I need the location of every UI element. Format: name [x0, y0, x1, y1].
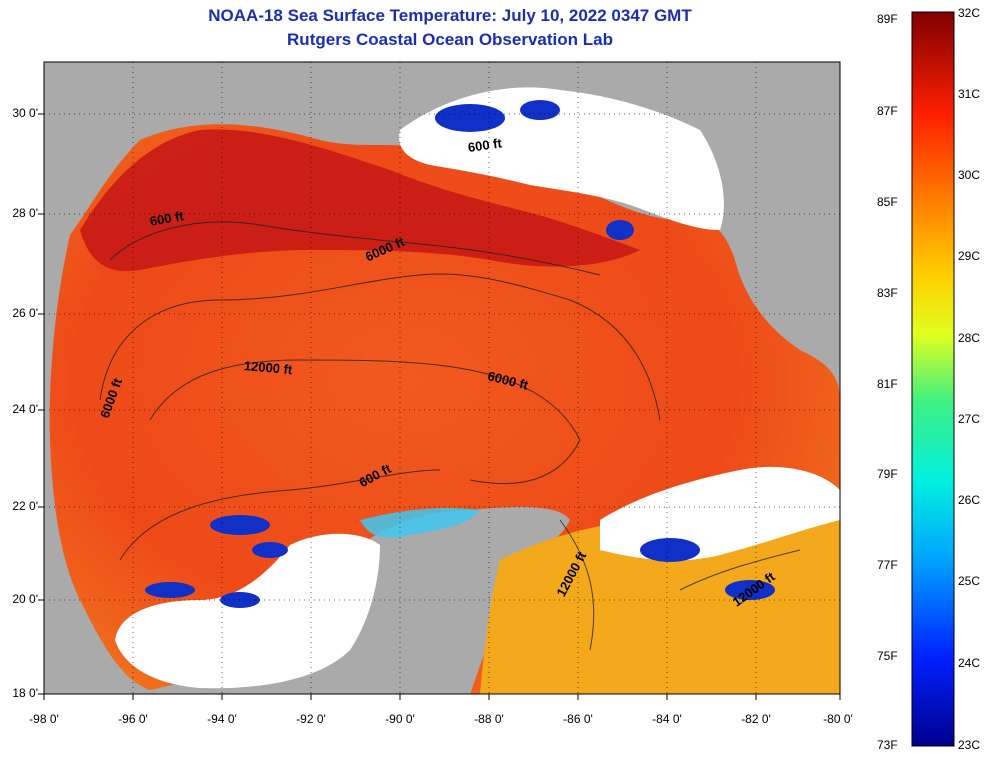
- upwelling-zone: [360, 508, 480, 538]
- colorbar-f-label: 73F: [877, 738, 898, 752]
- cuba-clouds: [600, 466, 840, 561]
- florida: [690, 62, 840, 360]
- colorbar-f-label: 85F: [877, 195, 898, 209]
- lon-label: -98 0': [29, 712, 59, 726]
- colorbar-f-label: 79F: [877, 467, 898, 481]
- colorbar-c-label: 25C: [958, 574, 981, 588]
- lat-label: 28 0': [12, 206, 38, 220]
- lat-label: 18 0': [12, 686, 38, 700]
- lon-label: -88 0': [474, 712, 504, 726]
- colorbar-c-label: 24C: [958, 656, 981, 670]
- colorbar-c-label: 27C: [958, 412, 981, 426]
- colorbar-c-label: 28C: [958, 331, 981, 345]
- lon-label: -92 0': [296, 712, 326, 726]
- lon-label: -86 0': [563, 712, 593, 726]
- colorbar-c-label: 31C: [958, 87, 981, 101]
- lat-label: 24 0': [12, 402, 38, 416]
- lon-label: -90 0': [385, 712, 415, 726]
- colorbar-f-label: 89F: [877, 12, 898, 26]
- map-subtitle: Rutgers Coastal Ocean Observation Lab: [287, 30, 613, 49]
- colorbar-f-label: 75F: [877, 649, 898, 663]
- colorbar-c-label: 23C: [958, 738, 981, 752]
- caribbean-water: [480, 517, 840, 694]
- colorbar-c-label: 26C: [958, 493, 981, 507]
- lat-label: 26 0': [12, 306, 38, 320]
- colorbar-c-label: 30C: [958, 168, 981, 182]
- colorbar-f-label: 77F: [877, 558, 898, 572]
- colorbar-c-label: 29C: [958, 249, 981, 263]
- colorbar-f-label: 83F: [877, 286, 898, 300]
- bathymetry-contours: [99, 221, 801, 651]
- yucatan-clouds: [115, 533, 380, 689]
- axis-ticks: [38, 113, 841, 700]
- colorbar-c-label: 32C: [958, 6, 981, 20]
- lon-label: -94 0': [207, 712, 237, 726]
- lon-label: -82 0': [741, 712, 771, 726]
- lat-label: 20 0': [12, 592, 38, 606]
- lon-label: -80 0': [823, 712, 853, 726]
- colorbar-f-label: 87F: [877, 104, 898, 118]
- lat-label: 30 0': [12, 106, 38, 120]
- lat-label: 22 0': [12, 499, 38, 513]
- graticule: [44, 62, 840, 694]
- lon-label: -84 0': [652, 712, 682, 726]
- plot-border: [43, 61, 841, 695]
- lon-label: -96 0': [118, 712, 148, 726]
- warm-band: [80, 129, 640, 272]
- map-title: NOAA-18 Sea Surface Temperature: July 10…: [208, 6, 692, 25]
- colorbar-f-label: 81F: [877, 377, 898, 391]
- colorbar: [911, 11, 955, 747]
